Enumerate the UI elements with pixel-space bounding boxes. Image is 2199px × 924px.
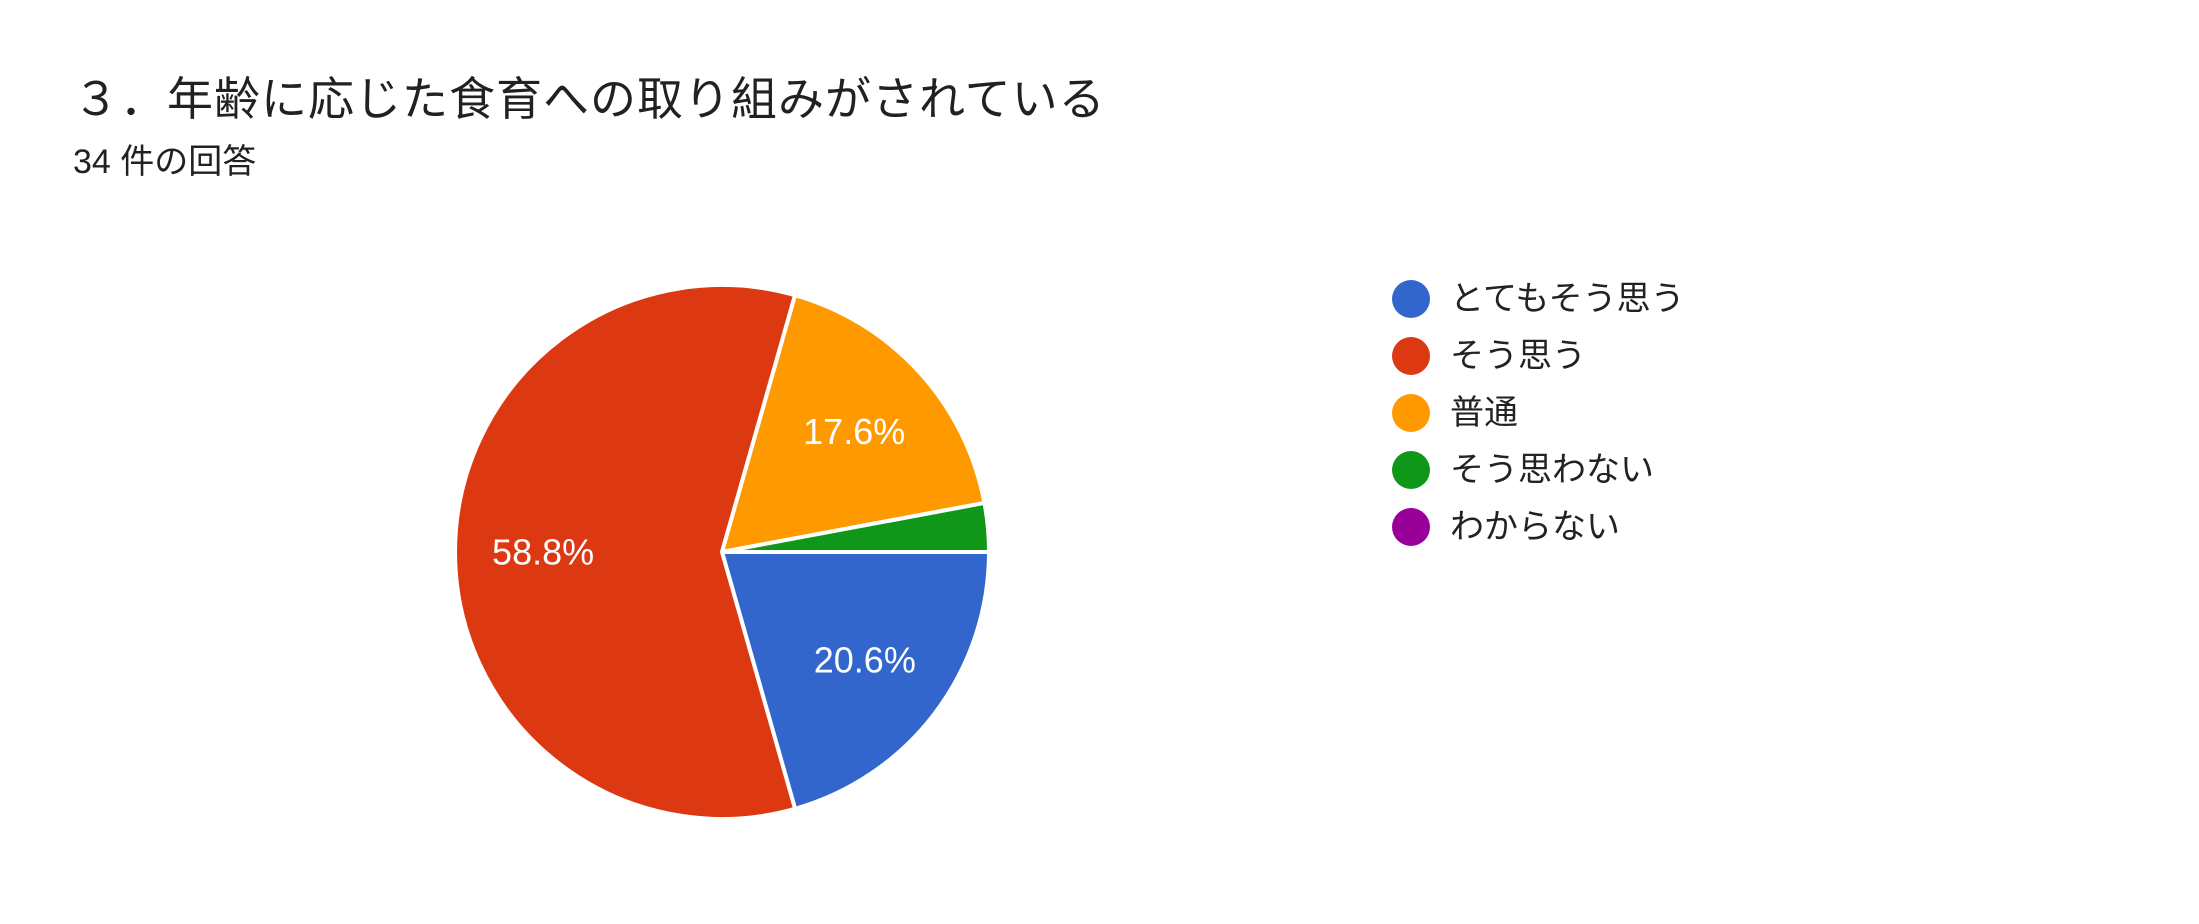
pie-slice-2[interactable]: [720, 293, 987, 554]
legend-swatch-icon: [1392, 451, 1430, 489]
legend-swatch-icon: [1392, 394, 1430, 432]
legend-item-4: わからない: [1392, 508, 1685, 546]
legend-label: そう思わない: [1450, 451, 1654, 489]
chart-legend: とてもそう思う そう思う普通そう思わない わからない: [1392, 280, 1685, 565]
legend-swatch-icon: [1392, 508, 1430, 546]
pie-slice-1[interactable]: [453, 283, 798, 821]
legend-label: そう思う: [1450, 337, 1586, 375]
legend-item-0: とてもそう思う: [1392, 280, 1685, 318]
legend-swatch-icon: [1392, 280, 1430, 318]
question-title: ３．年齢に応じた食育への取り組みがされている: [73, 73, 1106, 125]
legend-item-1: そう思う: [1392, 337, 1685, 375]
pie-slice-percent-label: 17.6%: [803, 411, 905, 452]
legend-label: わからない: [1450, 508, 1620, 546]
legend-label: とてもそう思う: [1450, 280, 1685, 318]
pie-slice-3[interactable]: [720, 500, 991, 554]
pie-slice-0[interactable]: [720, 550, 991, 811]
legend-label: 普通: [1450, 394, 1518, 432]
pie-slice-percent-label: 58.8%: [492, 532, 594, 573]
response-count: 34 件の回答: [73, 143, 257, 181]
pie-slice-percent-label: 20.6%: [814, 639, 916, 680]
legend-swatch-icon: [1392, 337, 1430, 375]
legend-item-3: そう思わない: [1392, 451, 1685, 489]
pie-chart: 20.6% 58.8% 17.6%: [453, 283, 991, 821]
legend-item-2: 普通: [1392, 394, 1685, 432]
